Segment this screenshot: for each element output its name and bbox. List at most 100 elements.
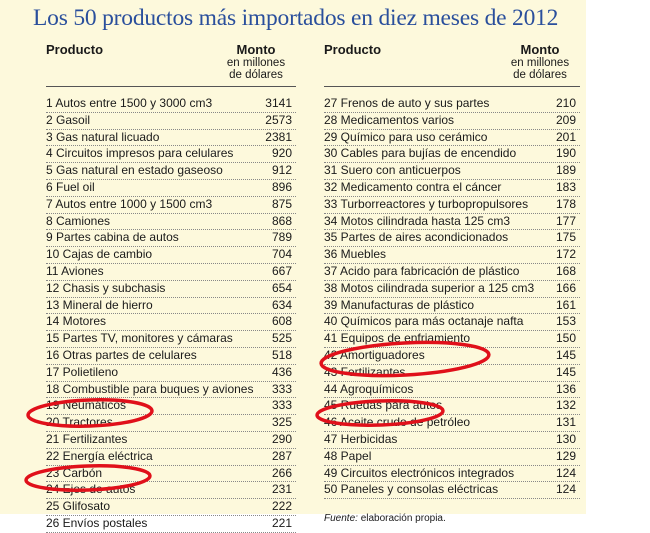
amount-header-unit-2: de dólares [229,69,283,81]
product-name: 42 Amortiguadores [324,347,425,362]
product-name: 14 Motores [46,314,107,329]
infographic-panel: Los 50 productos más importados en diez … [0,0,586,533]
table-row: 34 Motos cilindrada hasta 125 cm3 177 [324,214,580,231]
product-amount: 209 [555,112,576,127]
table-row: 4 Circuitos impresos para celulares 920 [46,146,296,164]
table-row: 3 Gas natural licuado 2381 [46,130,296,147]
table-row: 44 Agroquímicos 136 [324,382,580,399]
product-name: 29 Químico para uso cerámico [324,129,488,144]
product-name: 33 Turborreactores y turbopropulsores [324,196,529,211]
product-amount: 290 [271,431,292,446]
table-row: 26 Envíos postales 221 [46,516,296,533]
product-amount: 129 [555,448,576,463]
product-name: 37 Acido para fabricación de plástico [324,263,520,278]
table-row: 50 Paneles y consolas eléctricas 124 [324,482,580,500]
product-name: 34 Motos cilindrada hasta 125 cm3 [324,213,511,228]
table-row: 15 Partes TV, monitores y cámaras 525 [46,331,296,348]
product-amount: 150 [555,331,576,346]
header-divider [324,86,580,87]
table-row: 6 Fuel oil 896 [46,180,296,197]
table-row: 14 Motores 608 [46,314,296,332]
product-name: 36 Muebles [324,247,387,262]
table-row: 1 Autos entre 1500 y 3000 cm3 3141 [46,96,296,113]
product-amount: 178 [555,196,576,211]
product-name: 44 Agroquímicos [324,381,414,396]
table-row: 20 Tractores 325 [46,415,296,432]
table-row: 2 Gasoil 2573 [46,113,296,130]
table-row: 12 Chasis y subchasis 654 [46,281,296,298]
product-name: 2 Gasoil [46,112,91,127]
product-name: 39 Manufacturas de plástico [324,297,475,312]
product-amount: 189 [555,163,576,178]
right-header: Producto Monto en millones de dólares [324,40,580,96]
product-amount: 704 [271,247,292,262]
table-row: 7 Autos entre 1000 y 1500 cm3 875 [46,197,296,214]
product-amount: 912 [271,163,292,178]
product-name: 8 Camiones [46,213,111,228]
product-name: 20 Tractores [46,415,113,430]
product-name: 45 Ruedas para autos [324,398,443,413]
product-name: 49 Circuitos electrónicos integrados [324,465,515,480]
product-name: 21 Fertilizantes [46,431,128,446]
product-name: 5 Gas natural en estado gaseoso [46,163,223,178]
product-amount: 875 [271,196,292,211]
product-amount: 608 [271,314,292,329]
amount-header-label: Monto [236,42,276,57]
table-row: 13 Mineral de hierro 634 [46,298,296,315]
amount-header-label: Monto [520,42,560,57]
product-amount: 266 [271,465,292,480]
product-amount: 333 [271,381,292,396]
product-amount: 325 [271,415,292,430]
table-row: 29 Químico para uso cerámico 201 [324,130,580,147]
amount-column-header: Monto en millones de dólares [500,42,580,81]
amount-header-unit-1: en millones [510,57,570,69]
table-row: 28 Medicamentos varios 209 [324,113,580,130]
product-name: 13 Mineral de hierro [46,297,153,312]
table-row: 25 Glifosato 222 [46,499,296,516]
product-name: 12 Chasis y subchasis [46,280,166,295]
product-name: 16 Otras partes de celulares [46,347,197,362]
table-row: 31 Suero con anticuerpos 189 [324,163,580,180]
table-row: 48 Papel 129 [324,449,580,466]
table-row: 33 Turborreactores y turbopropulsores 178 [324,197,580,214]
page-title: Los 50 productos más importados en diez … [33,5,559,31]
product-amount: 436 [271,364,292,379]
product-amount: 2573 [265,112,292,127]
product-name: 6 Fuel oil [46,179,95,194]
product-name: 31 Suero con anticuerpos [324,163,461,178]
table-row: 11 Aviones 667 [46,264,296,281]
product-amount: 175 [555,230,576,245]
table-row: 37 Acido para fabricación de plástico 168 [324,264,580,281]
product-name: 41 Equipos de enfriamiento [324,331,471,346]
product-amount: 333 [271,398,292,413]
table-row: 21 Fertilizantes 290 [46,432,296,449]
table-row: 22 Energía eléctrica 287 [46,449,296,466]
table-row: 46 Aceite crudo de petróleo 131 [324,415,580,432]
table-row: 18 Combustible para buques y aviones 333 [46,382,296,399]
product-name: 40 Químicos para más octanaje nafta [324,314,524,329]
product-name: 7 Autos entre 1000 y 1500 cm3 [46,196,213,211]
table-row: 24 Ejes de autos 231 [46,482,296,500]
table-row: 16 Otras partes de celulares 518 [46,348,296,365]
source-footnote: Fuente: elaboración propia. [324,513,580,524]
product-amount: 789 [271,230,292,245]
product-amount: 654 [271,280,292,295]
product-amount: 183 [555,179,576,194]
product-amount: 868 [271,213,292,228]
product-amount: 896 [271,179,292,194]
product-amount: 136 [555,381,576,396]
left-table-body: 1 Autos entre 1500 y 3000 cm3 3141 2 Gasoi… [46,96,296,533]
product-name: 35 Partes de aires acondicionados [324,230,509,245]
left-header: Producto Monto en millones de dólares [46,40,296,96]
table-row: 36 Muebles 172 [324,247,580,264]
product-amount: 667 [271,263,292,278]
table-row: 42 Amortiguadores 145 [324,348,580,365]
table-row: 40 Químicos para más octanaje nafta 153 [324,314,580,332]
table-row: 5 Gas natural en estado gaseoso 912 [46,163,296,180]
product-amount: 153 [555,314,576,329]
table-row: 32 Medicamento contra el cáncer 183 [324,180,580,197]
product-name: 26 Envíos postales [46,515,148,530]
product-amount: 124 [555,482,576,497]
product-amount: 168 [555,263,576,278]
product-amount: 210 [555,96,576,110]
